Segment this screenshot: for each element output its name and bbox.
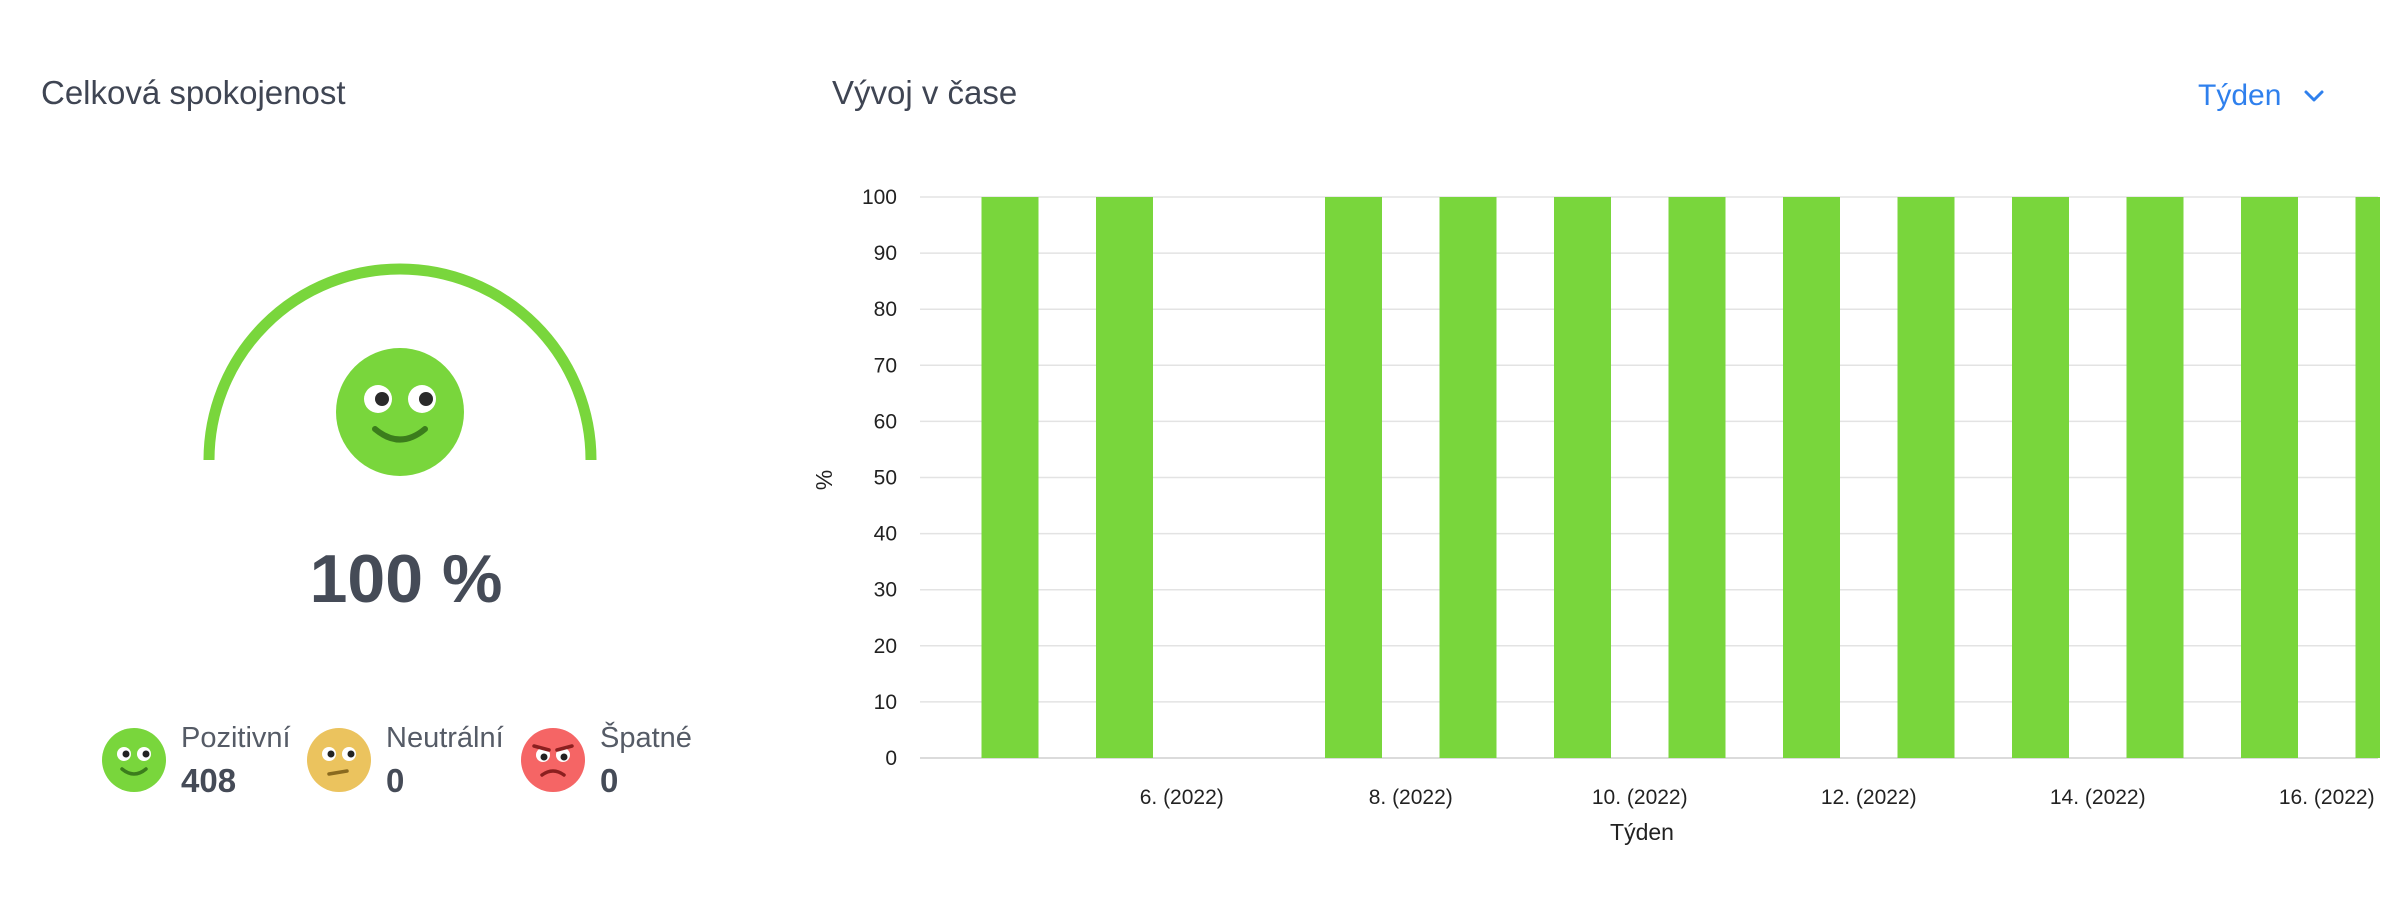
x-axis-ticks: 6. (2022) 8. (2022) 10. (2022) 12. (2022) 14… [1140,786,2375,809]
bar [2355,197,2380,758]
y-tick-label: 80 [874,298,897,321]
x-tick-label: 8. (2022) [1369,786,1453,809]
bar [1783,197,1840,758]
y-tick-label: 0 [885,747,897,770]
y-tick-label: 100 [862,186,897,209]
y-tick-label: 70 [874,354,897,377]
sad-face-icon [521,728,585,792]
bar [981,197,1039,758]
y-tick-label: 90 [874,242,897,265]
bars [981,197,2380,758]
legend-positive-label: Pozitivní [181,722,291,754]
x-tick-label: 10. (2022) [1592,786,1688,809]
bar-chart: 0 10 20 30 40 50 60 70 80 90 100 6. (2022) 8. (2022… [811,186,2380,845]
y-tick-label: 60 [874,410,897,433]
y-axis-ticks: 0 10 20 30 40 50 60 70 80 90 100 [862,186,897,770]
x-tick-label: 6. (2022) [1140,786,1224,809]
gauge-arc [203,263,597,461]
bar [1897,197,1955,758]
legend-neutral-label: Neutrální [386,722,504,754]
bar [1096,197,1153,758]
y-tick-label: 30 [874,579,897,602]
chevron-down-icon [2304,90,2324,102]
bar [1554,197,1611,758]
satisfaction-percentage: 100 % [309,541,503,617]
legend-neutral-count: 0 [386,762,405,799]
bar [2126,197,2184,758]
x-tick-label: 14. (2022) [2050,786,2146,809]
y-axis-title: % [811,470,837,490]
bar [2241,197,2298,758]
overall-satisfaction-title: Celková spokojenost [41,74,346,111]
bar [1325,197,1382,758]
legend-positive-count: 408 [181,762,237,799]
period-dropdown-value: Týden [2198,79,2282,112]
trend-over-time-title: Vývoj v čase [832,74,1018,111]
period-dropdown[interactable]: Týden [2198,74,2325,118]
happy-face-icon [102,728,166,792]
y-tick-label: 40 [874,523,897,546]
legend-negative-count: 0 [600,762,619,799]
happy-face-icon [336,348,464,476]
x-tick-label: 12. (2022) [1821,786,1917,809]
satisfaction-gauge [203,263,597,476]
legend-negative-label: Špatné [600,722,692,754]
bar [1439,197,1497,758]
y-tick-label: 10 [874,691,897,714]
y-tick-label: 20 [874,635,897,658]
bar [2012,197,2069,758]
y-tick-label: 50 [874,467,897,490]
x-tick-label: 16. (2022) [2279,786,2375,809]
neutral-face-icon [307,728,371,792]
bar [1668,197,1726,758]
x-axis-title: Týden [1610,819,1674,845]
